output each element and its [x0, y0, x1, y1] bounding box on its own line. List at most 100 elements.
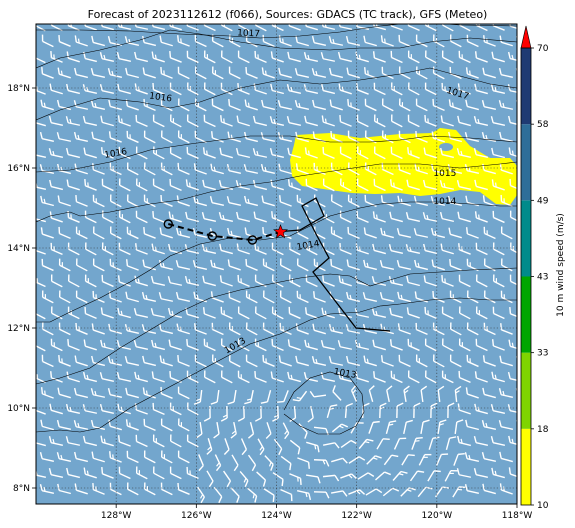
- colorbar-tick-label: 70: [537, 44, 549, 54]
- wind-barb: [243, 164, 259, 174]
- wind-barb: [491, 339, 505, 351]
- wind-barb: [331, 423, 349, 433]
- wind-barb: [40, 195, 54, 207]
- wind-barb: [92, 226, 105, 240]
- wind-barb: [475, 242, 488, 256]
- wind-barb: [499, 131, 513, 143]
- wind-barb: [295, 355, 309, 367]
- wind-barb: [192, 260, 208, 270]
- wind-barb: [330, 490, 348, 497]
- wind-barb: [457, 403, 471, 415]
- wind-barb: [297, 457, 310, 469]
- wind-barb: [74, 163, 88, 175]
- wind-barb: [354, 308, 370, 318]
- wind-barb: [57, 67, 71, 79]
- wind-barb: [330, 226, 343, 240]
- wind-barb: [381, 130, 394, 144]
- wind-barb: [56, 452, 72, 462]
- wind-barb: [209, 196, 225, 206]
- wind-barb: [50, 51, 63, 63]
- wind-barb: [261, 99, 275, 111]
- isobar-line: [36, 297, 517, 433]
- wind-barb: [482, 483, 496, 495]
- wind-barb: [152, 211, 165, 223]
- wind-barb: [407, 114, 420, 128]
- wind-barb: [286, 116, 302, 126]
- wind-barb: [125, 67, 139, 79]
- wind-barb: [424, 114, 437, 127]
- wind-barb: [151, 371, 165, 383]
- wind-barb: [194, 34, 207, 48]
- wind-barb: [507, 84, 517, 94]
- wind-barb: [379, 292, 395, 302]
- wind-barb: [194, 66, 207, 80]
- wind-barb: [92, 163, 105, 175]
- wind-barb: [228, 66, 241, 80]
- wind-barb: [390, 114, 403, 128]
- wind-barb: [363, 227, 377, 239]
- wind-barb: [473, 468, 489, 479]
- wind-barb: [411, 436, 423, 450]
- wind-barb: [420, 419, 430, 435]
- wind-barb: [125, 291, 139, 303]
- isobar-label: 1015: [433, 169, 456, 179]
- wind-barb: [389, 211, 403, 223]
- wind-barb: [118, 146, 131, 160]
- wind-barb: [142, 67, 156, 79]
- wind-barb: [492, 274, 505, 288]
- wind-barb: [65, 436, 81, 446]
- wind-barb: [454, 385, 462, 403]
- wind-barb: [135, 210, 148, 224]
- wind-barb: [187, 402, 199, 416]
- wind-barb: [277, 390, 289, 403]
- wind-barb: [491, 51, 505, 63]
- wind-barb: [270, 51, 284, 63]
- wind-barb: [126, 130, 139, 144]
- wind-barb: [354, 24, 370, 31]
- wind-barb: [474, 371, 488, 383]
- wind-barb: [92, 483, 105, 495]
- wind-barb: [194, 354, 207, 368]
- wind-barb: [498, 387, 514, 399]
- wind-barb: [74, 355, 88, 367]
- wind-barb: [449, 259, 462, 271]
- wind-barb: [398, 98, 411, 112]
- wind-barb: [206, 438, 213, 455]
- wind-barb: [245, 290, 258, 304]
- wind-barb: [246, 487, 258, 503]
- wind-barb: [143, 130, 156, 144]
- wind-barb: [67, 306, 80, 320]
- wind-barb: [226, 196, 242, 206]
- wind-barb: [169, 146, 182, 160]
- wind-barb: [322, 474, 340, 482]
- wind-barb: [271, 338, 284, 352]
- wind-barb: [100, 435, 114, 447]
- wind-barb: [330, 259, 343, 271]
- wind-barb: [177, 450, 190, 464]
- wind-barb: [48, 148, 64, 158]
- wind-barb: [186, 146, 199, 160]
- wind-barb: [447, 402, 455, 419]
- wind-barb: [125, 387, 139, 399]
- wind-barb: [466, 322, 479, 336]
- wind-barb: [220, 82, 233, 96]
- wind-barb: [347, 194, 360, 208]
- wind-barb: [304, 339, 318, 351]
- wind-barb: [437, 385, 445, 403]
- wind-barb: [388, 244, 404, 254]
- high-wind-area: [290, 128, 517, 205]
- wind-barb: [220, 370, 233, 384]
- wind-barb: [364, 98, 377, 112]
- wind-barb: [413, 195, 429, 207]
- wind-barb: [253, 115, 267, 127]
- wind-barb: [134, 403, 148, 415]
- wind-barb: [347, 99, 360, 111]
- wind-barb: [304, 24, 318, 31]
- wind-barb: [313, 491, 330, 499]
- wind-barb: [245, 66, 258, 79]
- wind-barb: [499, 35, 513, 47]
- wind-barb: [231, 454, 239, 472]
- wind-barb: [375, 471, 391, 481]
- wind-barb: [271, 306, 284, 320]
- wind-barb: [184, 275, 200, 287]
